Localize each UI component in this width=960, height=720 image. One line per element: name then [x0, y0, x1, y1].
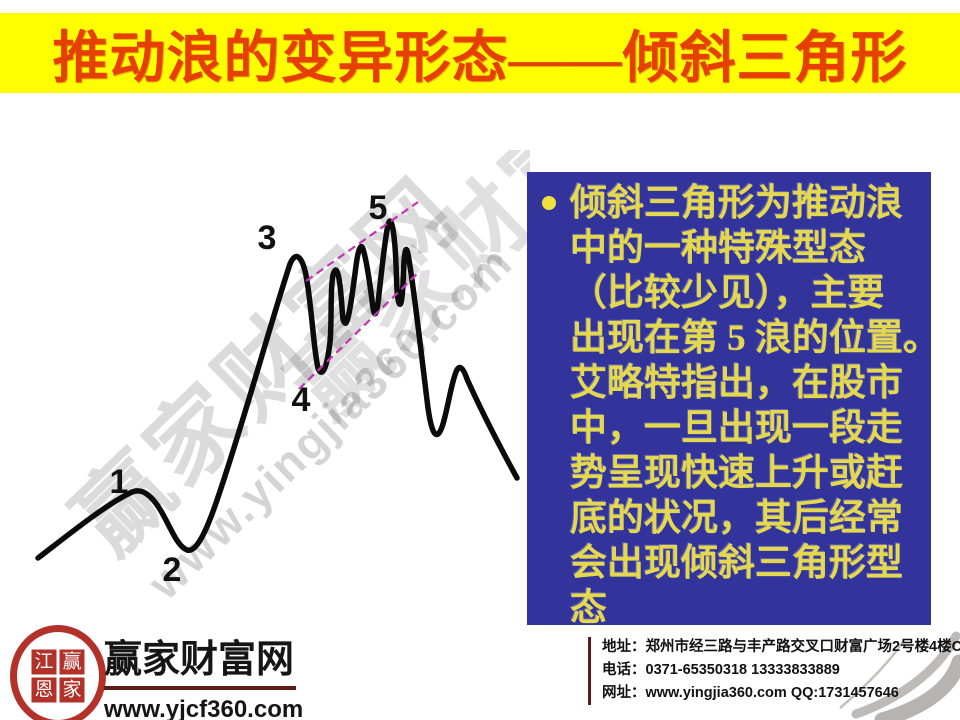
contact-website: 网址：www.yingjia360.com QQ:1731457646 — [602, 682, 960, 705]
text-line: 态 — [570, 588, 607, 629]
footer-divider — [588, 637, 591, 705]
text-line: 底的状况，其后经常 — [570, 498, 903, 539]
contact-label: 电话： — [602, 662, 646, 678]
contact-value: 0371-65350318 13333833889 — [645, 662, 840, 678]
contact-value: 郑州市经三路与丰产路交叉口财富广场2号楼4楼C户 — [645, 639, 960, 655]
contact-value: www.yingjia360.com QQ:1731457646 — [645, 685, 899, 701]
text-line: 倾斜三角形为推动浪 — [570, 183, 903, 224]
brand-rule — [104, 686, 296, 690]
wave-label-3: 3 — [258, 219, 277, 257]
seal-char: 恩 — [31, 677, 57, 703]
contact-phone: 电话：0371-65350318 13333833889 — [602, 659, 960, 682]
contact-address: 地址：郑州市经三路与丰产路交叉口财富广场2号楼4楼C户 — [602, 636, 960, 659]
brand-block: 赢家财富网 www.yjcf360.com — [104, 628, 303, 720]
contact-label: 地址： — [602, 639, 646, 655]
seal-char: 家 — [59, 677, 85, 703]
title-banner: 推动浪的变异形态——倾斜三角形 — [0, 13, 960, 93]
text-line: 中的一种特殊型态 — [570, 228, 866, 269]
explanation-text: 倾斜三角形为推动浪 中的一种特殊型态 （比较少见），主要 出现在第 5 浪的位置… — [570, 181, 940, 631]
contact-label: 网址： — [602, 685, 646, 701]
wave-label-1: 1 — [110, 463, 129, 501]
wave-curve — [35, 218, 520, 561]
brush-swoosh-icon — [839, 631, 960, 720]
text-line: 出现在第 5 浪的位置。 — [570, 318, 940, 359]
lower-trendline — [298, 270, 421, 390]
text-line: 艾略特指出，在股市 — [570, 363, 903, 404]
wave-label-2: 2 — [163, 551, 182, 589]
wave-label-4: 4 — [292, 381, 311, 419]
bullet-icon — [542, 196, 556, 210]
seal-char: 赢 — [59, 649, 85, 675]
brand-seal: 江 赢 恩 家 — [10, 625, 106, 720]
brand-name: 赢家财富网 — [104, 639, 295, 681]
wave-diagram: 赢家财富网 赢家财富网 www.yingjia360.com 1 2 3 4 5 — [0, 150, 530, 620]
contact-block: 地址：郑州市经三路与丰产路交叉口财富广场2号楼4楼C户 电话：0371-6535… — [602, 636, 960, 705]
page-title: 推动浪的变异形态——倾斜三角形 — [52, 27, 908, 90]
wave-label-5: 5 — [369, 189, 388, 227]
upper-trendline — [305, 201, 419, 282]
wave-curve-svg: 1 2 3 4 5 — [35, 189, 520, 589]
brand-site-url: www.yjcf360.com — [104, 696, 304, 720]
explanation-panel: 倾斜三角形为推动浪 中的一种特殊型态 （比较少见），主要 出现在第 5 浪的位置… — [527, 172, 940, 629]
seal-char: 江 — [31, 649, 57, 675]
text-line: 会出现倾斜三角形型 — [570, 543, 903, 584]
text-line: （比较少见），主要 — [570, 273, 885, 314]
text-line: 中，一旦出现一段走 — [570, 408, 903, 449]
seal-grid: 江 赢 恩 家 — [31, 649, 85, 703]
text-line: 势呈现快速上升或赶 — [570, 453, 903, 494]
